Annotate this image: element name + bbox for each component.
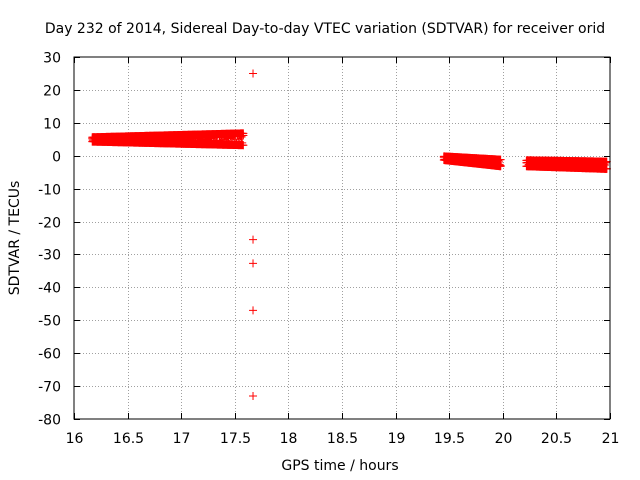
data-point (239, 141, 248, 150)
y-tick-label: 0 (52, 150, 61, 166)
x-tick-label: 18 (280, 431, 298, 447)
x-tick-label: 20 (495, 431, 513, 447)
y-tick-label: -20 (38, 216, 61, 232)
y-tick-label: 10 (43, 117, 61, 133)
y-tick-label: -10 (38, 183, 61, 199)
y-tick-label: -40 (38, 281, 61, 297)
axis-ticks (74, 57, 611, 420)
tick-labels: 16 16.5 17 17.5 18 18.5 19 19.5 20 20.5 21 -80 -70 -6… (38, 51, 619, 448)
outlier-point (249, 69, 258, 78)
x-tick-label: 16 (66, 431, 84, 447)
y-tick-label: 30 (43, 51, 61, 67)
y-tick-label: -80 (38, 413, 61, 429)
data-point (239, 129, 248, 138)
x-tick-label: 17.5 (220, 431, 251, 447)
x-tick-label: 20.5 (541, 431, 572, 447)
outlier-point (249, 259, 258, 268)
outlier-point (249, 235, 258, 244)
y-tick-label: 20 (43, 84, 61, 100)
data-points (88, 69, 611, 400)
x-tick-label: 16.5 (113, 431, 144, 447)
outlier-point (249, 306, 258, 315)
x-tick-label: 18.5 (327, 431, 358, 447)
x-tick-label: 19 (388, 431, 406, 447)
y-tick-label: -50 (38, 314, 61, 330)
data-point (602, 164, 611, 173)
data-point (496, 155, 505, 164)
grid-lines (74, 57, 610, 419)
x-tick-label: 19.5 (434, 431, 465, 447)
x-axis-label: GPS time / hours (281, 458, 398, 474)
data-point (602, 157, 611, 166)
outlier-point (249, 391, 258, 400)
x-tick-label: 21 (602, 431, 620, 447)
y-tick-label: -30 (38, 248, 61, 264)
chart-title: Day 232 of 2014, Sidereal Day-to-day VTE… (45, 21, 605, 37)
y-axis-label: SDTVAR / TECUs (7, 181, 23, 296)
y-tick-label: -70 (38, 380, 61, 396)
y-tick-label: -60 (38, 347, 61, 363)
x-tick-label: 17 (173, 431, 191, 447)
